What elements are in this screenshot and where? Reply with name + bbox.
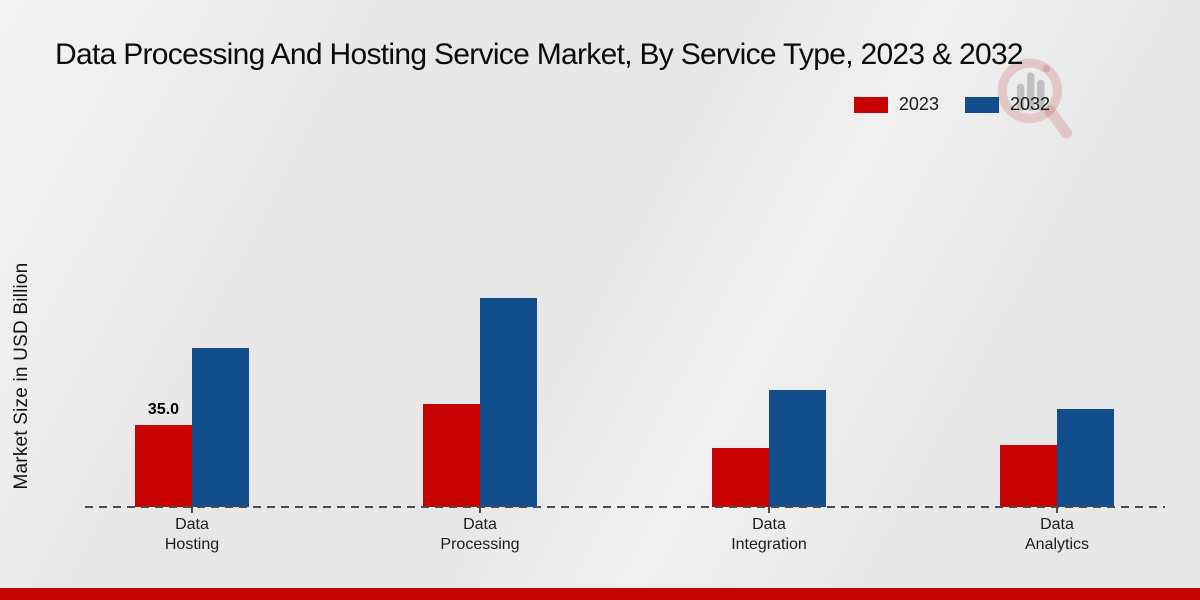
bar-2023-data-integration — [712, 448, 769, 507]
legend-label-2032: 2032 — [1009, 94, 1050, 114]
bar-2032-data-processing — [480, 298, 537, 507]
legend-label-2023: 2023 — [898, 94, 939, 114]
bar-value-label: 35.0 — [147, 401, 180, 418]
legend: 2023 2032 — [853, 94, 1050, 115]
category-label-data-processing: Data Processing — [440, 516, 520, 553]
category-label-data-hosting: Data Hosting — [164, 516, 220, 553]
magnifier-barchart-logo-icon — [997, 58, 1073, 139]
bar-2023-data-processing — [423, 404, 480, 507]
brand-logo-watermark-icon — [993, 52, 1085, 153]
legend-swatch-2023 — [853, 96, 888, 113]
x-axis-dashed-line — [85, 506, 1165, 508]
legend-swatch-2032 — [964, 96, 999, 113]
x-axis-tick-data-hosting — [191, 507, 193, 513]
bar-2032-data-hosting — [192, 348, 249, 507]
category-label-data-integration: Data Integration — [731, 516, 807, 553]
bar-2023-data-hosting — [135, 425, 192, 507]
chart-title: Data Processing And Hosting Service Mark… — [55, 38, 1024, 71]
x-axis-tick-data-analytics — [1056, 507, 1058, 513]
footer-red-band — [0, 588, 1200, 600]
bar-2032-data-integration — [769, 390, 826, 507]
bar-2023-data-analytics — [1000, 445, 1057, 507]
legend-item-2023: 2023 — [853, 94, 939, 115]
bar-2032-data-analytics — [1057, 409, 1114, 507]
legend-item-2032: 2032 — [964, 94, 1050, 115]
category-label-data-analytics: Data Analytics — [1024, 516, 1090, 553]
x-axis-tick-data-integration — [768, 507, 770, 513]
x-axis-tick-data-processing — [479, 507, 481, 513]
